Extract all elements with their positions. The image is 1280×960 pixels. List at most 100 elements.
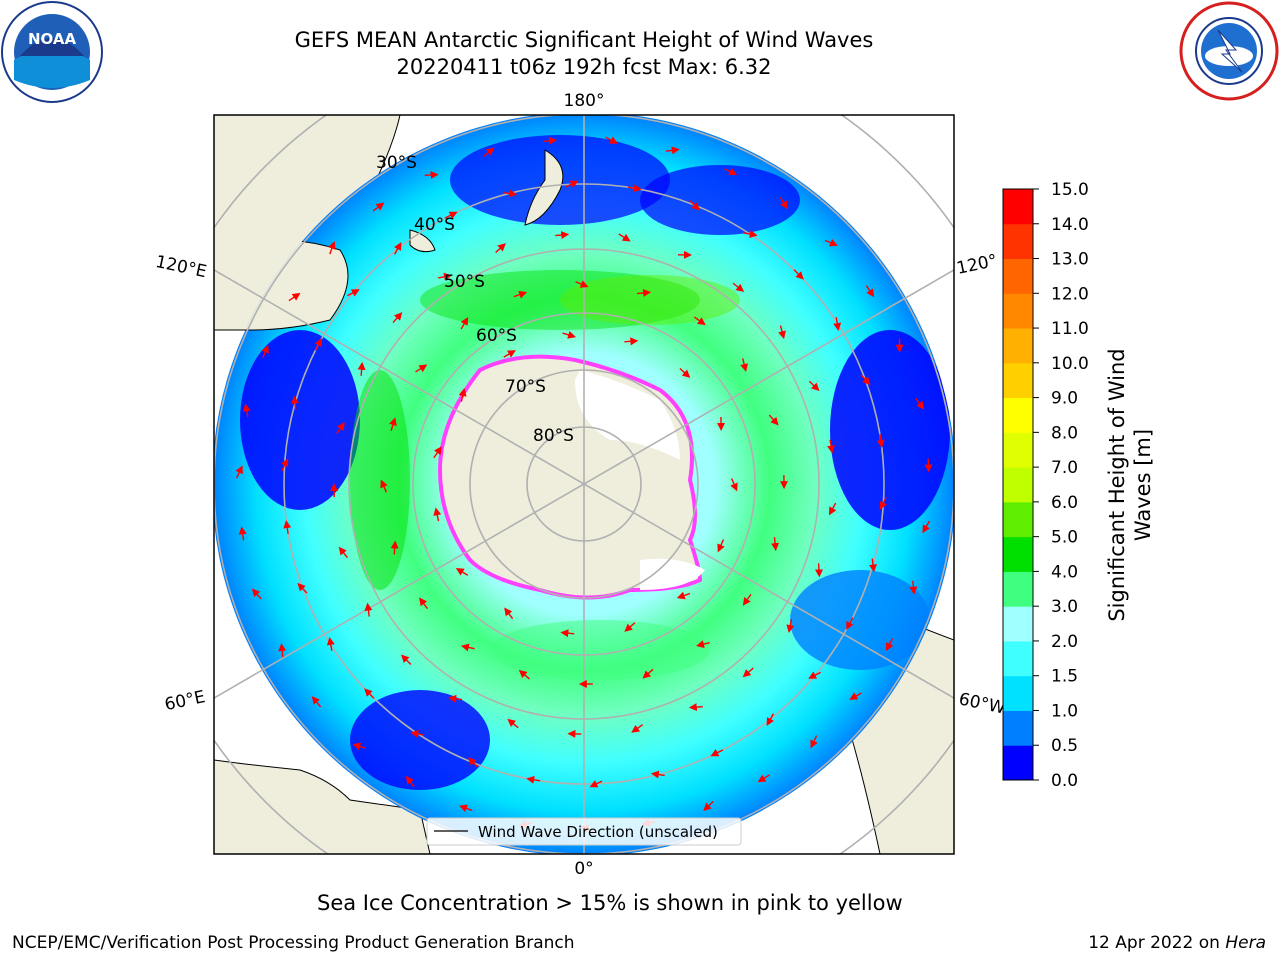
colorbar-border <box>1002 188 1034 781</box>
colorbar-swatch <box>1003 432 1033 468</box>
wind-arrow <box>242 403 251 418</box>
wind-arrow <box>589 780 603 788</box>
wind-arrow <box>915 398 925 410</box>
lon-label-60w: 60°W <box>957 689 1007 718</box>
wind-arrow <box>483 147 495 157</box>
wind-arrow <box>860 374 871 386</box>
wind-arrow <box>575 280 589 288</box>
colorbar-tick-label: 15.0 <box>1051 180 1089 200</box>
wind-arrow <box>235 465 243 479</box>
wind-arrow <box>455 568 469 576</box>
run-date-text: 12 Apr 2022 on <box>1088 933 1226 953</box>
wind-arrow <box>495 243 506 254</box>
lon-label-120e: 120°E <box>154 252 209 282</box>
lon-label-120w: 120° <box>955 251 999 279</box>
colorbar-tick-label: 7.0 <box>1051 458 1078 478</box>
wind-arrow <box>742 593 752 606</box>
lat-label-60s: 60°S <box>476 326 517 346</box>
wind-arrow <box>433 446 442 459</box>
wind-arrow <box>732 282 745 292</box>
colorbar-swatch <box>1003 328 1033 364</box>
colorbar-tick-label: 12.0 <box>1051 284 1089 304</box>
colorbar-swatch <box>1003 189 1033 225</box>
wind-arrow <box>876 433 885 448</box>
colorbar-tick-label: 0.0 <box>1051 771 1078 791</box>
wind-arrow <box>419 597 429 610</box>
colorbar-tick-label: 14.0 <box>1051 215 1089 235</box>
wind-arrow <box>394 241 402 255</box>
wind-arrow <box>513 290 528 299</box>
colorbar-swatch <box>1003 467 1033 503</box>
wind-arrow <box>458 388 467 402</box>
wind-arrow <box>278 643 287 658</box>
wind-arrow <box>665 146 680 155</box>
wind-arrow <box>771 537 780 552</box>
colorbar-tick-label: 10.0 <box>1051 354 1089 374</box>
chart-title: GEFS MEAN Antarctic Significant Height o… <box>294 28 874 52</box>
wind-arrow <box>460 316 469 330</box>
colorbar-tick-label: 1.5 <box>1051 667 1078 687</box>
wind-arrow <box>433 507 442 522</box>
wind-arrow <box>879 496 887 510</box>
wind-arrow <box>288 292 301 302</box>
wind-arrow <box>710 749 724 757</box>
wind-arrow <box>849 692 862 700</box>
wind-arrow <box>808 380 820 391</box>
colorbar-swatch <box>1003 536 1033 572</box>
wind-arrow <box>779 197 788 210</box>
colorbar-swatch <box>1003 745 1033 781</box>
legend-label: Wind Wave Direction (unscaled) <box>478 823 718 841</box>
ice-note: Sea Ice Concentration > 15% is shown in … <box>317 891 903 915</box>
colorbar-swatch <box>1003 501 1033 538</box>
wind-arrow <box>810 735 818 749</box>
colorbar-tick-label: 4.0 <box>1051 562 1078 582</box>
wind-arrow <box>389 417 397 431</box>
colorbar-swatch <box>1003 640 1033 677</box>
wind-arrow <box>460 643 475 652</box>
lat-label-70s: 70°S <box>505 377 546 397</box>
chart-subtitle: 20220411 t06z 192h fcst Max: 6.32 <box>396 55 772 79</box>
wind-arrow <box>542 136 557 145</box>
lat-label-30s: 30°S <box>376 153 417 173</box>
colorbar-swatch <box>1003 675 1033 711</box>
wind-arrow <box>624 337 639 346</box>
nws-logo <box>1179 1 1279 101</box>
wind-arrow <box>526 775 541 784</box>
wind-arrow <box>326 637 335 651</box>
wind-arrow <box>328 241 336 255</box>
wind-arrow <box>679 367 691 378</box>
wind-arrow <box>865 285 875 298</box>
wind-arrow <box>833 317 842 331</box>
wind-arrow <box>808 671 821 679</box>
wind-arrow <box>281 458 289 472</box>
wind-arrow <box>624 622 636 632</box>
wind-arrow <box>405 775 415 788</box>
wind-arrow <box>909 580 918 595</box>
wind-arrow <box>291 395 299 410</box>
wind-arrow <box>688 703 703 712</box>
wind-arrow <box>885 638 894 651</box>
colorbar-swatch <box>1003 571 1033 607</box>
wind-arrow <box>438 272 452 281</box>
wind-arrow <box>740 358 749 372</box>
colorbar-tick-label: 9.0 <box>1051 389 1078 409</box>
wind-arrow <box>297 582 308 594</box>
wind-arrow <box>676 591 691 600</box>
colorbar-swatch <box>1003 606 1033 642</box>
wave-field <box>214 135 950 790</box>
wind-arrow <box>380 479 388 493</box>
colorbar-tick-label: 1.0 <box>1051 701 1078 721</box>
wind-arrow <box>283 520 292 535</box>
wind-arrow <box>238 526 247 541</box>
wind-arrow <box>618 233 631 242</box>
wind-arrow <box>814 563 823 578</box>
lon-label-180: 180° <box>564 91 605 111</box>
wind-arrow <box>562 330 576 339</box>
wind-arrow <box>392 312 403 324</box>
wind-arrow <box>778 325 786 340</box>
wind-arrow <box>401 654 412 665</box>
colorbar: 0.0 0.5 1.0 1.5 2.0 3.0 4.0 5.0 6.0 7.0 8.0 9.0 10.0… <box>1002 180 1089 791</box>
wind-arrow <box>518 669 530 680</box>
map-frame <box>214 115 954 854</box>
